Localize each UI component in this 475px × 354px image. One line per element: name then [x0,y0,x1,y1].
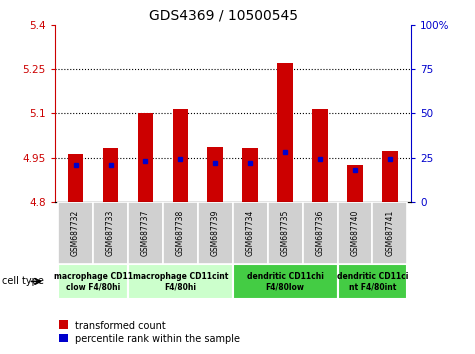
Bar [347,165,363,202]
Bar [138,113,153,202]
Bar [172,109,188,202]
Text: transformed count: transformed count [75,321,166,331]
Text: GSM687736: GSM687736 [315,210,324,256]
Bar [198,202,233,264]
Bar [208,147,223,202]
Bar [233,202,268,264]
Text: GSM687732: GSM687732 [71,210,80,256]
Bar [303,202,338,264]
Text: GSM687741: GSM687741 [385,210,394,256]
Bar [58,202,93,264]
Bar [277,63,293,202]
Text: GSM687740: GSM687740 [351,210,360,256]
Bar [382,151,398,202]
Text: GSM687737: GSM687737 [141,210,150,256]
Text: GDS4369 / 10500545: GDS4369 / 10500545 [149,9,298,23]
Text: cell type: cell type [2,276,44,286]
Text: GSM687734: GSM687734 [246,210,255,256]
Text: dendritic CD11ci
nt F4/80int: dendritic CD11ci nt F4/80int [337,272,408,291]
Bar [58,264,128,299]
Text: GSM687738: GSM687738 [176,210,185,256]
Bar [93,202,128,264]
Bar [372,202,408,264]
Text: macrophage CD11cint
F4/80hi: macrophage CD11cint F4/80hi [133,272,228,291]
Bar [128,202,163,264]
Bar [59,320,68,329]
Bar [268,202,303,264]
Bar [128,264,233,299]
Bar [242,148,258,202]
Bar [163,202,198,264]
Bar [338,202,372,264]
Bar [68,154,84,202]
Text: dendritic CD11chi
F4/80low: dendritic CD11chi F4/80low [247,272,323,291]
Text: percentile rank within the sample: percentile rank within the sample [75,335,240,344]
Bar [59,334,68,342]
Bar [233,264,338,299]
Text: GSM687739: GSM687739 [211,210,220,256]
Bar [312,109,328,202]
Text: macrophage CD11
clow F4/80hi: macrophage CD11 clow F4/80hi [54,272,133,291]
Text: GSM687735: GSM687735 [281,210,290,256]
Text: GSM687733: GSM687733 [106,210,115,256]
Bar [338,264,408,299]
Bar [103,148,118,202]
